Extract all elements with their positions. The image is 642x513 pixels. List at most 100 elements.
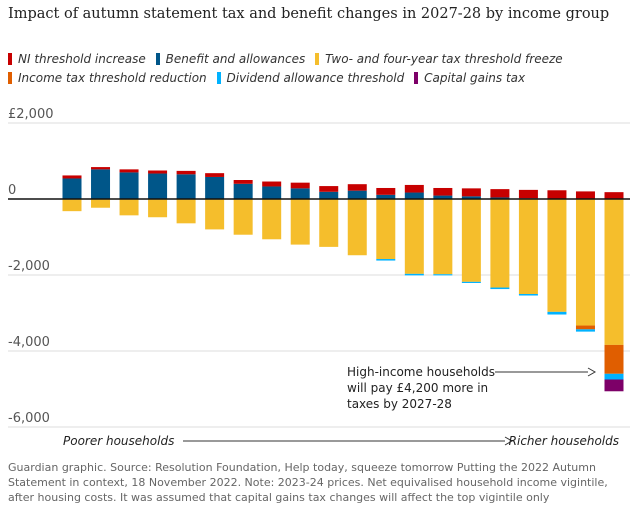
bar-benefit-15	[461, 196, 481, 199]
bar-freeze-16	[490, 199, 510, 288]
bar-freeze-1	[62, 199, 82, 212]
bar-group-9	[290, 182, 310, 245]
bar-ni-13	[404, 184, 424, 193]
bar-ni-11	[347, 184, 367, 191]
legend-swatch-cgt	[414, 72, 419, 84]
bar-group-7	[233, 180, 253, 235]
bar-benefit-1	[62, 178, 82, 199]
legend-label-cgt: Capital gains tax	[424, 71, 526, 85]
legend-row-1: NI threshold increase Benefit and allowa…	[8, 52, 569, 68]
bar-group-1	[62, 175, 82, 212]
bar-freeze-15	[461, 199, 481, 282]
annotation: High-income households will pay £4,200 mo…	[347, 365, 597, 411]
bar-group-4	[148, 170, 168, 218]
legend-swatch-benefit	[155, 53, 160, 65]
bar-ni-10	[319, 186, 339, 192]
annotation-arrowhead	[587, 367, 597, 377]
bar-ni-5	[176, 170, 196, 175]
poorer-households-label: Poorer households	[63, 434, 174, 448]
bar-freeze-2	[91, 199, 111, 208]
bar-benefit-8	[262, 186, 282, 199]
bar-group-16	[490, 189, 510, 290]
legend-swatch-ni	[8, 53, 12, 65]
bar-group-8	[262, 181, 282, 240]
bar-freeze-6	[205, 199, 225, 230]
y-tick-label-1: 0	[8, 183, 16, 198]
annotation-line-1: High-income households	[347, 365, 495, 379]
bar-benefit-7	[233, 183, 253, 199]
bar-benefit-3	[119, 172, 139, 199]
bar-group-3	[119, 169, 139, 216]
legend-label-dividend: Dividend allowance threshold	[226, 71, 405, 85]
legend-item-benefit: Benefit and allowances	[155, 52, 306, 66]
footnote: Guardian graphic. Source: Resolution Fou…	[8, 461, 608, 504]
legend-item-cgt: Capital gains tax	[414, 71, 525, 85]
x-axis-arrowhead	[504, 436, 514, 446]
bar-group-19	[575, 191, 595, 332]
legend-row-2: Income tax threshold reduction Dividend …	[8, 71, 531, 87]
bar-ni-15	[461, 188, 481, 197]
bar-ni-14	[433, 187, 453, 196]
y-tick-label-4: -6,000	[8, 411, 50, 426]
legend-label-ni: NI threshold increase	[18, 52, 146, 66]
bar-dividend-14	[433, 274, 453, 276]
bar-groups	[62, 167, 624, 392]
bar-dividend-12	[376, 259, 396, 261]
bar-group-13	[404, 184, 424, 276]
legend-label-benefit: Benefit and allowances	[165, 52, 306, 66]
y-tick-label-2: -2,000	[8, 259, 50, 274]
x-axis-direction-labels: Poorer households Richer households	[63, 434, 619, 448]
bar-ni-12	[376, 187, 396, 195]
bar-group-10	[319, 186, 339, 247]
annotation-line-2: will pay £4,200 more in	[347, 381, 488, 395]
annotation-line-3: taxes by 2027-28	[347, 397, 452, 411]
bar-group-5	[176, 170, 196, 224]
legend-label-income: Income tax threshold reduction	[18, 71, 207, 85]
bar-benefit-14	[433, 195, 453, 199]
bar-freeze-3	[119, 199, 139, 216]
bar-benefit-13	[404, 192, 424, 199]
bar-freeze-10	[319, 199, 339, 247]
bar-ni-6	[205, 173, 225, 177]
bar-freeze-5	[176, 199, 196, 224]
bar-group-15	[461, 188, 481, 283]
bar-freeze-19	[575, 199, 595, 326]
bar-freeze-14	[433, 199, 453, 275]
bar-ni-4	[148, 170, 168, 174]
bar-benefit-12	[376, 194, 396, 199]
bar-benefit-4	[148, 173, 168, 199]
bar-benefit-6	[205, 176, 225, 199]
legend-item-freeze: Two- and four-year tax threshold freeze	[315, 52, 563, 66]
richer-households-label: Richer households	[509, 434, 619, 448]
bar-freeze-11	[347, 199, 367, 256]
bar-benefit-11	[347, 190, 367, 199]
bar-dividend-15	[461, 281, 481, 283]
stacked-bar-chart: £2,000 0 -2,000 -4,000 -6,000 High-income ho…	[8, 107, 630, 448]
bar-ni-18	[547, 190, 567, 199]
bar-dividend-18	[547, 311, 567, 315]
bar-group-20	[604, 192, 624, 392]
bar-freeze-7	[233, 199, 253, 235]
bar-dividend-17	[518, 294, 538, 296]
bar-dividend-19	[575, 329, 595, 332]
bar-freeze-12	[376, 199, 396, 260]
bar-group-6	[205, 173, 225, 230]
bar-cgt-20	[604, 379, 624, 392]
bar-group-14	[433, 187, 453, 276]
legend-swatch-freeze	[315, 53, 320, 65]
bar-income-20	[604, 344, 624, 374]
y-axis-tick-labels: £2,000 0 -2,000 -4,000 -6,000	[8, 107, 54, 426]
bar-freeze-13	[404, 199, 424, 274]
bar-ni-2	[91, 167, 111, 170]
bar-benefit-2	[91, 169, 111, 199]
bar-group-12	[376, 187, 396, 261]
bar-dividend-16	[490, 287, 510, 290]
bar-freeze-8	[262, 199, 282, 240]
bar-ni-3	[119, 169, 139, 173]
bar-ni-1	[62, 175, 82, 179]
chart-title: Impact of autumn statement tax and benef…	[8, 6, 610, 22]
bar-benefit-9	[290, 188, 310, 199]
bar-ni-9	[290, 182, 310, 189]
bar-dividend-13	[404, 273, 424, 276]
legend-swatch-dividend	[216, 72, 221, 84]
